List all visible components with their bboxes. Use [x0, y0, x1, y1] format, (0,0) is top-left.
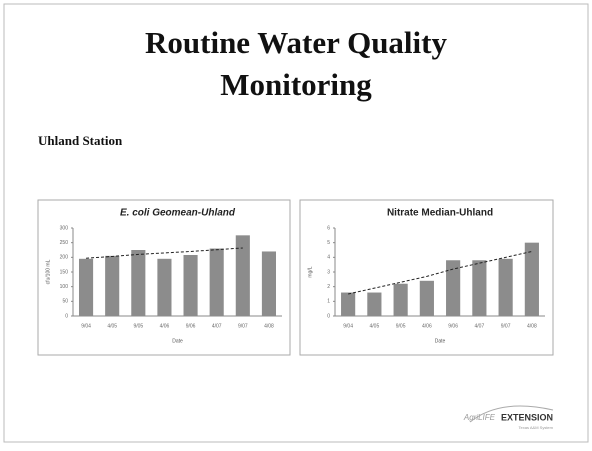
y-tick-label: 300	[60, 225, 69, 231]
x-tick-label: 9/07	[501, 323, 511, 329]
slide-title: Routine Water Quality Monitoring	[145, 25, 447, 102]
y-axis-label: cfu/100 mL	[45, 259, 51, 284]
y-tick-label: 1	[327, 299, 330, 305]
chart-frame	[299, 199, 554, 356]
x-tick-label: 9/07	[238, 323, 248, 329]
bar	[419, 280, 434, 316]
y-tick-label: 4	[327, 255, 330, 261]
bar	[261, 251, 276, 316]
bar	[235, 235, 250, 316]
x-tick-label: 9/05	[396, 323, 406, 329]
x-tick-label: 4/05	[107, 323, 117, 329]
bar	[79, 258, 94, 316]
y-tick-label: 5	[327, 240, 330, 246]
y-tick-label: 100	[60, 284, 69, 290]
y-tick-label: 2	[327, 284, 330, 290]
bar	[472, 260, 487, 316]
y-tick-label: 150	[60, 269, 69, 275]
y-tick-label: 250	[60, 240, 69, 246]
trend-line	[86, 247, 243, 259]
bar	[209, 248, 224, 316]
x-tick-label: 4/08	[527, 323, 537, 329]
x-tick-label: 9/06	[186, 323, 196, 329]
x-tick-label: 4/07	[212, 323, 222, 329]
bar	[341, 292, 356, 316]
x-tick-label: 9/04	[343, 323, 353, 329]
bar	[524, 242, 539, 316]
bar	[105, 255, 120, 316]
title-box: Routine Water Quality Monitoring	[145, 25, 447, 102]
y-tick-label: 6	[327, 225, 330, 231]
chart-title: E. coli Geomean-Uhland	[120, 208, 236, 219]
x-tick-label: 4/05	[370, 323, 380, 329]
logo-tagline: Texas A&M System	[519, 425, 554, 430]
x-tick-label: 4/08	[264, 323, 274, 329]
x-axis-label: Date	[435, 338, 446, 344]
x-tick-label: 9/05	[133, 323, 143, 329]
bar	[367, 292, 382, 316]
y-tick-label: 0	[65, 313, 68, 319]
x-tick-label: 4/07	[475, 323, 485, 329]
y-tick-label: 3	[327, 269, 330, 275]
chart-title: Nitrate Median-Uhland	[387, 208, 493, 219]
y-tick-label: 50	[62, 299, 68, 305]
x-tick-label: 4/06	[422, 323, 432, 329]
logo-swoosh	[469, 405, 554, 423]
x-axis-label: Date	[172, 338, 183, 344]
bar	[157, 258, 172, 316]
y-axis-label: mg/L	[307, 266, 313, 277]
y-tick-label: 200	[60, 255, 69, 261]
bar	[183, 254, 198, 316]
x-tick-label: 4/06	[160, 323, 170, 329]
bar	[131, 250, 146, 316]
slide-subtitle: Uhland Station	[38, 133, 123, 148]
x-tick-label: 9/04	[81, 323, 91, 329]
bar	[446, 260, 461, 316]
x-tick-label: 9/06	[448, 323, 458, 329]
logo-word: EXTENSION	[501, 412, 553, 422]
logo-brand: AgriLIFE	[463, 413, 496, 422]
trend-line	[348, 250, 532, 295]
bar	[498, 258, 513, 316]
bar	[393, 283, 408, 316]
y-tick-label: 0	[327, 313, 330, 319]
